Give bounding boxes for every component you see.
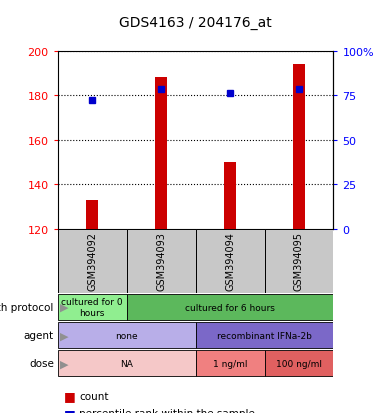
- Text: GDS4163 / 204176_at: GDS4163 / 204176_at: [119, 16, 271, 30]
- Text: 100 ng/ml: 100 ng/ml: [276, 359, 322, 368]
- Text: GSM394094: GSM394094: [225, 232, 235, 291]
- Bar: [127, 229, 196, 293]
- Text: cultured for 6 hours: cultured for 6 hours: [185, 303, 275, 312]
- Text: GSM394093: GSM394093: [156, 232, 166, 291]
- Bar: [196, 351, 264, 376]
- Text: 1 ng/ml: 1 ng/ml: [213, 359, 247, 368]
- Text: ▶: ▶: [60, 302, 68, 312]
- Text: agent: agent: [24, 330, 54, 340]
- Bar: [293, 65, 305, 229]
- Bar: [155, 78, 167, 229]
- Bar: [196, 229, 264, 293]
- Text: count: count: [79, 391, 109, 401]
- Text: GSM394092: GSM394092: [87, 232, 97, 291]
- Bar: [58, 294, 127, 320]
- Text: percentile rank within the sample: percentile rank within the sample: [79, 408, 255, 413]
- Text: cultured for 0
hours: cultured for 0 hours: [61, 298, 123, 317]
- Bar: [196, 323, 333, 348]
- Bar: [86, 200, 98, 229]
- Text: NA: NA: [120, 359, 133, 368]
- Text: growth protocol: growth protocol: [0, 302, 54, 312]
- Text: GSM394095: GSM394095: [294, 232, 304, 291]
- Text: ■: ■: [64, 389, 75, 403]
- Bar: [58, 229, 127, 293]
- Text: ▶: ▶: [60, 358, 68, 368]
- Bar: [224, 163, 236, 229]
- Text: recombinant IFNa-2b: recombinant IFNa-2b: [217, 331, 312, 340]
- Text: none: none: [115, 331, 138, 340]
- Text: dose: dose: [29, 358, 54, 368]
- Text: ▶: ▶: [60, 330, 68, 340]
- Bar: [58, 351, 196, 376]
- Bar: [127, 294, 333, 320]
- Bar: [264, 229, 333, 293]
- Bar: [264, 351, 333, 376]
- Text: ■: ■: [64, 407, 75, 413]
- Bar: [58, 323, 196, 348]
